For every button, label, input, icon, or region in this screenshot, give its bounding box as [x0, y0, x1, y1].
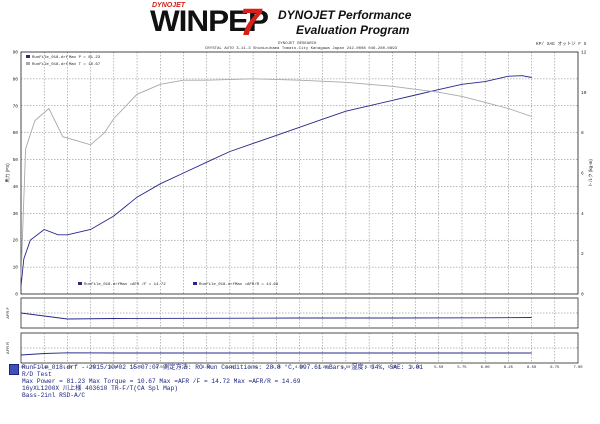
- y-right-tick-label: 8: [581, 130, 584, 136]
- x-tick-label: 6.25: [504, 366, 514, 370]
- legend-afr-top-file: RunFile_018.drf: [84, 282, 121, 287]
- x-tick-label: 4.00: [295, 366, 305, 370]
- x-tick-label: 1.00: [16, 366, 26, 370]
- y-left-tick-label: 50: [13, 157, 19, 163]
- afr-bottom-panel-series-line: [20, 352, 532, 356]
- y-left-tick-label: 20: [13, 238, 19, 244]
- file-icon: [9, 364, 19, 375]
- footer-test-line: R/D Test: [22, 371, 52, 378]
- x-tick-label: 1.50: [63, 366, 73, 370]
- x-tick-label: 4.50: [341, 366, 351, 370]
- report-title-line2: Evaluation Program: [296, 23, 410, 37]
- afr-top-panel-axis-title: AFR F: [5, 307, 10, 319]
- torque-series-line: [20, 78, 532, 278]
- logo-seven: 7: [240, 2, 262, 44]
- legend-file-label: RunFile_018.drf: [32, 55, 69, 60]
- x-tick-label: 5.75: [457, 366, 467, 370]
- x-tick-label: 3.25: [225, 366, 235, 370]
- y-left-tick-label: 60: [13, 130, 19, 136]
- main-panel-frame: [20, 51, 579, 295]
- y-left-tick-label: 30: [13, 211, 19, 217]
- legend-afr-top-label: Max =AFR /F = 14.72: [120, 282, 166, 287]
- afr-top-panel-series-line: [20, 312, 532, 320]
- legend-afr-bottom-file: RunFile_018.drf: [199, 282, 236, 287]
- legend-afr-top-swatch: [78, 282, 82, 285]
- y-right-tick-label: 12: [581, 50, 587, 56]
- afr-bottom-panel-axis-title: AFR R: [5, 342, 10, 354]
- x-tick-label: 6.50: [527, 366, 537, 370]
- y-right-axis-title: トルク (kg-m): [588, 159, 594, 187]
- x-tick-label: 3.50: [249, 366, 259, 370]
- footer-max-line: Max Power = 81.23 Max Torque = 10.67 Max…: [22, 378, 301, 385]
- x-tick-label: 5.50: [434, 366, 444, 370]
- footer-vehicle-line: 16yXL1200X 川上様 403610 TR-F/T(CA Spl Map): [22, 385, 178, 392]
- legend-torque-swatch: [26, 62, 30, 65]
- x-tick-label: 2.50: [156, 366, 166, 370]
- legend-afr-bottom-swatch: [193, 282, 197, 285]
- logo-wordmark: WINPEP: [150, 5, 269, 38]
- y-left-tick-label: 90: [13, 50, 19, 56]
- footer-run-line: RunFile_018.drf - 2015/10/02 15:07:07 測定…: [22, 364, 424, 371]
- y-left-axis-title: 馬力 (PS): [4, 163, 11, 183]
- x-tick-label: 2.75: [179, 366, 189, 370]
- y-left-tick-label: 0: [15, 292, 18, 298]
- shop-address: CRYSTAL AUTO 3-11-3 Shimizuhama Tomato-C…: [205, 47, 398, 51]
- y-left-tick-label: 70: [13, 103, 19, 109]
- corner-note: KP/ SAE オットジ F 5: [536, 42, 587, 47]
- y-right-tick-label: 6: [581, 171, 584, 177]
- legend-file-label: RunFile_018.drf: [32, 62, 69, 67]
- y-right-tick-label: 2: [581, 251, 584, 257]
- y-right-tick-label: 0: [581, 292, 584, 298]
- x-tick-label: 3.00: [202, 366, 212, 370]
- y-left-tick-label: 40: [13, 184, 19, 190]
- legend-afr-bottom-label: Max =AFR/R = 14.69: [235, 282, 279, 287]
- x-tick-label: 5.00: [388, 366, 398, 370]
- x-tick-label: 6.00: [481, 366, 491, 370]
- y-right-tick-label: 10: [581, 90, 587, 96]
- x-tick-label: 1.25: [40, 366, 50, 370]
- legend-torque-label: Max T = 10.67: [69, 63, 101, 67]
- x-tick-label: 2.25: [132, 366, 142, 370]
- x-tick-label: 4.25: [318, 366, 328, 370]
- power-series-line: [20, 75, 532, 286]
- y-left-tick-label: 80: [13, 76, 19, 82]
- logo-kit-text: DYNOJET: [152, 2, 186, 9]
- winpep-logo: DYNOJET WINPEP 7 DYNOJET Performance Eva…: [150, 2, 470, 44]
- footer-config-line: Bass-2inl RSD-A/C: [22, 392, 86, 399]
- x-tick-label: 4.75: [365, 366, 375, 370]
- x-tick-label: 3.75: [272, 366, 282, 370]
- y-right-tick-label: 4: [581, 211, 584, 217]
- legend-power-label: Max P = 81.23: [69, 56, 101, 60]
- shop-name: DYNOJET RESEARCH: [278, 42, 317, 46]
- y-left-tick-label: 10: [13, 265, 19, 271]
- x-tick-label: 2.00: [109, 366, 119, 370]
- legend-power-swatch: [26, 55, 30, 58]
- x-tick-label: 1.75: [86, 366, 96, 370]
- report-title-line1: DYNOJET Performance: [278, 8, 412, 22]
- x-tick-label: 6.75: [550, 366, 560, 370]
- x-tick-label: 5.25: [411, 366, 421, 370]
- x-tick-label: 7.00: [573, 366, 583, 370]
